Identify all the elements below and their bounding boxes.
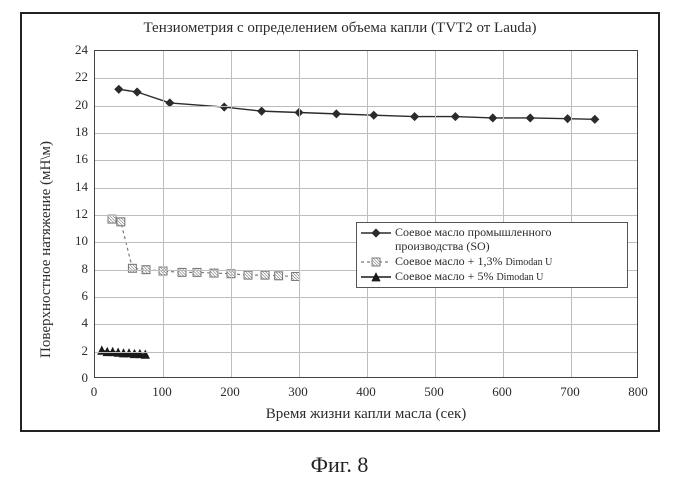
gridline-v xyxy=(163,51,164,377)
x-tick-label: 300 xyxy=(288,384,308,400)
plot-area xyxy=(94,50,638,378)
gridline-v xyxy=(367,51,368,377)
y-tick-label: 0 xyxy=(62,370,88,386)
y-tick-label: 12 xyxy=(62,206,88,222)
chart-title: Тензиометрия с определением объема капли… xyxy=(20,20,660,37)
x-tick-label: 500 xyxy=(424,384,444,400)
gridline-h xyxy=(95,352,637,353)
y-tick-label: 10 xyxy=(62,233,88,249)
series-marker-so xyxy=(220,103,228,111)
series-line-so xyxy=(119,89,595,119)
y-tick-label: 14 xyxy=(62,179,88,195)
series-marker-so xyxy=(526,114,534,122)
series-marker-d13 xyxy=(275,265,283,288)
series-marker-so xyxy=(258,107,266,115)
series-marker-d5 xyxy=(125,349,133,357)
x-axis-title: Время жизни капли масла (сек) xyxy=(94,406,638,423)
gridline-h xyxy=(95,188,637,189)
gridline-h xyxy=(95,78,637,79)
legend-label: Соевое масло + 1,3% Dimodan U xyxy=(395,255,623,269)
y-tick-label: 16 xyxy=(62,151,88,167)
x-tick-label: 400 xyxy=(356,384,376,400)
series-line-d13 xyxy=(112,219,296,276)
series-marker-d13 xyxy=(261,264,269,287)
gridline-v xyxy=(503,51,504,377)
y-tick-label: 4 xyxy=(62,315,88,331)
figure-caption: Фиг. 8 xyxy=(0,452,679,478)
series-marker-so xyxy=(370,111,378,119)
legend-item: Соевое масло + 5% Dimodan U xyxy=(361,270,623,284)
series-marker-d13 xyxy=(244,264,252,287)
y-tick-label: 6 xyxy=(62,288,88,304)
gridline-v xyxy=(231,51,232,377)
series-marker-so xyxy=(451,113,459,121)
series-marker-so xyxy=(332,110,340,118)
legend-label: Соевое масло промышленногопроизводства (… xyxy=(395,226,623,254)
y-tick-label: 8 xyxy=(62,261,88,277)
figure-page: { "chart": { "type": "line", "title": "Т… xyxy=(0,0,679,500)
x-tick-label: 800 xyxy=(628,384,648,400)
legend-label: Соевое масло + 5% Dimodan U xyxy=(395,270,623,284)
y-tick-label: 22 xyxy=(62,69,88,85)
gridline-h xyxy=(95,297,637,298)
series-marker-d13 xyxy=(108,208,116,231)
x-tick-label: 200 xyxy=(220,384,240,400)
series-marker-so xyxy=(591,115,599,123)
gridline-h xyxy=(95,106,637,107)
legend-item: Соевое масло промышленногопроизводства (… xyxy=(361,226,623,254)
series-marker-so xyxy=(133,88,141,96)
series-marker-d5 xyxy=(120,349,128,357)
gridline-h xyxy=(95,133,637,134)
gridline-h xyxy=(95,160,637,161)
series-marker-d13 xyxy=(210,262,218,285)
x-tick-label: 600 xyxy=(492,384,512,400)
legend-swatch xyxy=(361,226,391,240)
series-marker-d13 xyxy=(178,261,186,284)
y-tick-label: 2 xyxy=(62,343,88,359)
legend-swatch xyxy=(361,255,391,269)
series-marker-d5 xyxy=(98,346,106,354)
y-tick-label: 24 xyxy=(62,42,88,58)
gridline-h xyxy=(95,215,637,216)
legend-swatch xyxy=(361,270,391,284)
series-marker-d13 xyxy=(193,261,201,284)
gridline-h xyxy=(95,324,637,325)
gridline-v xyxy=(571,51,572,377)
series-marker-so xyxy=(489,114,497,122)
y-axis-title: Поверхностное натяжение (мН\м) xyxy=(38,141,55,358)
series-marker-so xyxy=(411,113,419,121)
gridline-v xyxy=(299,51,300,377)
gridline-v xyxy=(435,51,436,377)
x-tick-label: 100 xyxy=(152,384,172,400)
legend: Соевое масло промышленногопроизводства (… xyxy=(356,222,628,288)
x-tick-label: 700 xyxy=(560,384,580,400)
y-tick-label: 18 xyxy=(62,124,88,140)
x-tick-label: 0 xyxy=(91,384,98,400)
y-tick-label: 20 xyxy=(62,97,88,113)
legend-item: Соевое масло + 1,3% Dimodan U xyxy=(361,255,623,269)
series-marker-so xyxy=(115,85,123,93)
